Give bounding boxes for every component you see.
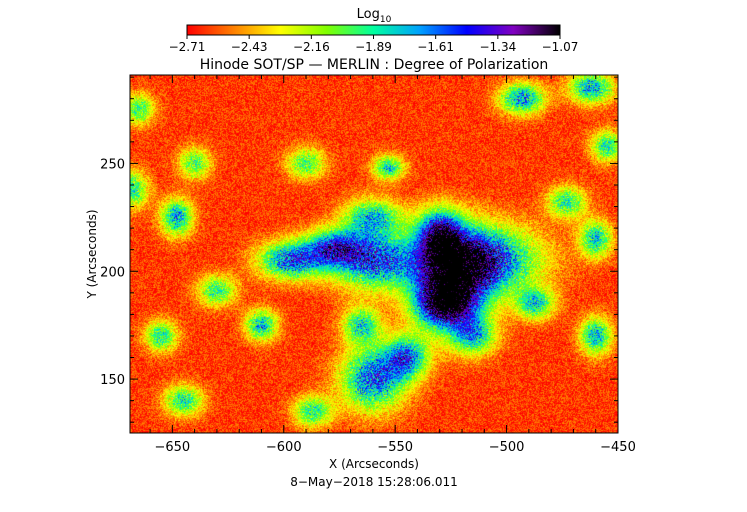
colorbar-tick-label: −1.34 xyxy=(479,40,516,54)
colorbar-tick-label: −1.89 xyxy=(355,40,392,54)
colorbar-tick-label: −1.61 xyxy=(417,40,454,54)
heatmap-image xyxy=(130,75,618,433)
colorbar xyxy=(186,24,561,36)
colorbar-tick-label: −2.43 xyxy=(231,40,268,54)
y-axis: 150 200 250 xyxy=(100,76,618,423)
colorbar-tick-label: −2.71 xyxy=(169,40,206,54)
y-tick-label: 200 xyxy=(100,265,125,280)
colorbar-label: Log10 xyxy=(357,7,392,25)
x-axis: −650 −600 −550 −500 −450 xyxy=(149,75,636,455)
x-axis-label: X (Arcseconds) xyxy=(329,457,419,471)
x-tick-label: −550 xyxy=(377,440,413,455)
chart-title: Hinode SOT/SP — MERLIN : Degree of Polar… xyxy=(200,57,549,73)
x-tick-label: −650 xyxy=(154,440,190,455)
colorbar-tick-label: −1.07 xyxy=(542,40,579,54)
timestamp: 8−May−2018 15:28:06.011 xyxy=(290,475,458,489)
colorbar-ticks: −2.71 −2.43 −2.16 −1.89 −1.61 −1.34 −1.07 xyxy=(169,35,579,54)
plot-frame xyxy=(129,74,619,434)
x-tick-label: −600 xyxy=(266,440,302,455)
x-tick-label: −450 xyxy=(600,440,636,455)
x-tick-label: −500 xyxy=(489,440,525,455)
y-tick-label: 250 xyxy=(100,157,125,172)
y-axis-label: Y (Arcseconds) xyxy=(85,209,99,299)
y-tick-label: 150 xyxy=(100,373,125,388)
colorbar-tick-label: −2.16 xyxy=(293,40,330,54)
